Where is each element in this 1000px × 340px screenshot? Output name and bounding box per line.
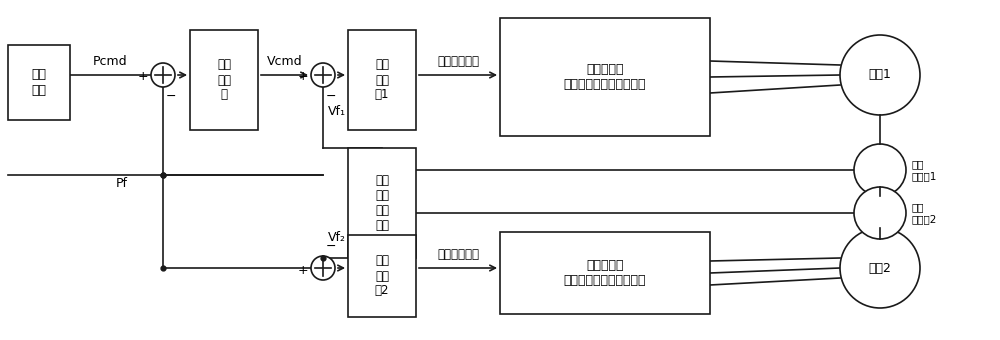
Circle shape: [311, 256, 335, 280]
Text: +: +: [137, 70, 148, 84]
Bar: [500, 18, 710, 136]
Text: 速度
控制
器1: 速度 控制 器1: [375, 58, 389, 102]
Bar: [500, 232, 710, 314]
Bar: [190, 30, 258, 130]
Text: +: +: [297, 70, 308, 84]
Text: 电机1: 电机1: [869, 68, 891, 82]
Text: 转矩控制命令: 转矩控制命令: [437, 248, 479, 261]
Circle shape: [840, 35, 920, 115]
Text: 光电
编码器2: 光电 编码器2: [911, 202, 936, 224]
Text: 转矩控制命令: 转矩控制命令: [437, 55, 479, 68]
Text: −: −: [326, 90, 336, 103]
Text: +: +: [297, 264, 308, 276]
Text: 速度
控制
器2: 速度 控制 器2: [375, 255, 389, 298]
Bar: [348, 148, 416, 258]
Bar: [8, 45, 70, 120]
Circle shape: [311, 63, 335, 87]
Circle shape: [854, 144, 906, 196]
Text: Vf₂: Vf₂: [328, 231, 346, 244]
Text: 电机2: 电机2: [869, 261, 891, 274]
Text: 位置
控制
器: 位置 控制 器: [217, 58, 231, 102]
Text: −: −: [166, 90, 176, 103]
Text: Vcmd: Vcmd: [267, 55, 302, 68]
Text: 伺服驱动器
（工作于转矩控制模式）: 伺服驱动器 （工作于转矩控制模式）: [564, 63, 646, 91]
Text: −: −: [326, 240, 336, 253]
Text: 总线
接口: 总线 接口: [32, 68, 46, 97]
Bar: [348, 235, 416, 317]
Text: 光电
编码器1: 光电 编码器1: [911, 159, 936, 181]
Circle shape: [151, 63, 175, 87]
Text: 伺服驱动器
（工作于转矩控制模式）: 伺服驱动器 （工作于转矩控制模式）: [564, 259, 646, 287]
Bar: [348, 30, 416, 130]
Text: Vf₁: Vf₁: [328, 105, 346, 118]
Text: 平衡
反馈
补偿
模块: 平衡 反馈 补偿 模块: [375, 174, 389, 232]
Text: Pf: Pf: [116, 177, 128, 190]
Text: Pcmd: Pcmd: [93, 55, 128, 68]
Circle shape: [854, 187, 906, 239]
Circle shape: [840, 228, 920, 308]
